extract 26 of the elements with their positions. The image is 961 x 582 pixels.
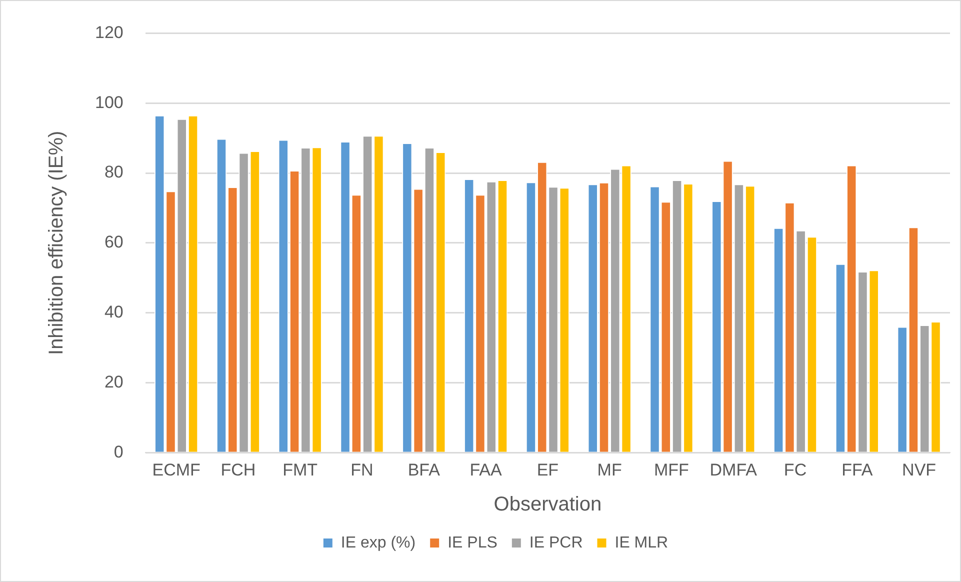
x-tick-label: FAA [470,460,503,480]
y-tick-label: 0 [114,442,124,462]
x-tick-label: ECMF [152,460,200,480]
x-tick-label: FCH [220,460,256,480]
y-tick-label: 60 [104,232,124,252]
x-tick-label: BFA [408,460,441,480]
y-tick-label: 120 [94,22,124,42]
legend-label: IE PLS [448,534,498,552]
x-tick-label: EF [536,460,559,480]
x-tick-label: DMFA [710,460,758,480]
x-tick-label: FMT [282,460,318,480]
x-tick-label: FC [784,460,807,480]
x-tick-label: MF [597,460,622,480]
legend-label: IE MLR [614,534,668,552]
x-tick-label: NVF [902,460,936,480]
y-tick-label: 40 [104,302,124,322]
x-tick-label: FN [350,460,374,480]
y-tick-label: 80 [104,162,124,182]
x-tick-label: FFA [842,460,874,480]
x-axis-title: Observation [494,494,602,516]
y-axis-title: Inhibition efficiency (IE%) [46,130,68,355]
y-tick-label: 100 [94,92,124,112]
legend-label: IE exp (%) [340,534,416,552]
y-tick-label: 20 [104,372,124,392]
x-tick-label: MFF [654,460,689,480]
legend-label: IE PCR [529,534,583,552]
